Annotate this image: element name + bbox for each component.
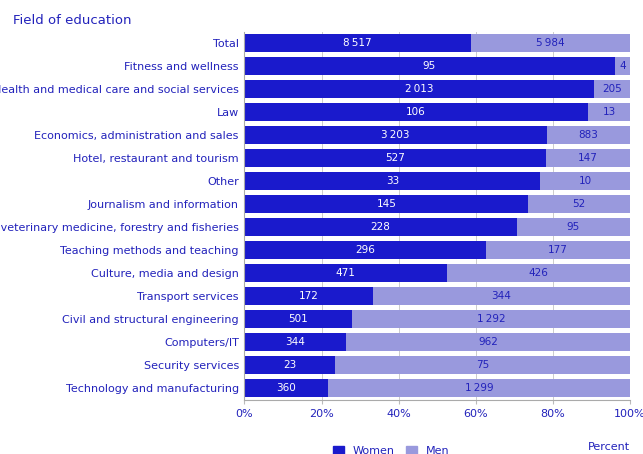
Text: 8 517: 8 517 <box>343 38 372 48</box>
Bar <box>244 287 373 305</box>
Text: 228: 228 <box>370 222 390 232</box>
Bar <box>346 333 630 351</box>
Text: 344: 344 <box>492 291 511 301</box>
Bar <box>244 241 485 259</box>
Bar <box>244 35 471 52</box>
Bar <box>485 241 630 259</box>
Text: 1 299: 1 299 <box>465 383 493 393</box>
Bar <box>244 57 615 75</box>
Text: 205: 205 <box>602 84 622 94</box>
Bar <box>328 379 630 397</box>
Text: 95: 95 <box>566 222 580 232</box>
Text: 501: 501 <box>288 314 308 324</box>
Bar <box>244 149 546 167</box>
Text: Percent: Percent <box>588 442 630 452</box>
Text: 106: 106 <box>406 107 426 117</box>
Text: 1 292: 1 292 <box>477 314 505 324</box>
Text: 33: 33 <box>386 176 399 186</box>
Bar <box>244 333 346 351</box>
Text: 883: 883 <box>579 130 599 140</box>
Bar <box>373 287 630 305</box>
Bar <box>595 80 630 98</box>
Text: 95: 95 <box>423 61 436 71</box>
Text: 145: 145 <box>376 199 396 209</box>
Text: 147: 147 <box>578 153 598 163</box>
Text: 172: 172 <box>299 291 318 301</box>
Text: 3 203: 3 203 <box>381 130 410 140</box>
Bar <box>244 103 588 121</box>
Bar <box>244 379 328 397</box>
Text: 527: 527 <box>385 153 405 163</box>
Bar <box>471 35 630 52</box>
Bar <box>244 172 540 190</box>
Text: 471: 471 <box>336 268 356 278</box>
Bar <box>588 103 630 121</box>
Text: 4: 4 <box>619 61 626 71</box>
Text: 426: 426 <box>529 268 548 278</box>
Text: 296: 296 <box>355 245 375 255</box>
Bar <box>547 126 630 144</box>
Bar <box>335 356 630 374</box>
Bar <box>244 264 447 282</box>
Bar <box>352 310 630 328</box>
Text: 2 013: 2 013 <box>405 84 433 94</box>
Bar <box>517 218 630 236</box>
Bar <box>244 195 529 213</box>
Bar <box>244 310 352 328</box>
Text: 177: 177 <box>548 245 568 255</box>
Text: 344: 344 <box>285 337 305 347</box>
Text: 75: 75 <box>476 360 489 370</box>
Bar <box>244 356 335 374</box>
Bar <box>615 57 630 75</box>
Text: 5 984: 5 984 <box>536 38 565 48</box>
Bar <box>546 149 630 167</box>
Text: 23: 23 <box>283 360 296 370</box>
Bar <box>540 172 630 190</box>
Bar <box>447 264 630 282</box>
Bar <box>244 126 547 144</box>
Legend: Women, Men: Women, Men <box>332 446 449 454</box>
Bar <box>244 80 595 98</box>
Bar <box>529 195 630 213</box>
Text: 13: 13 <box>602 107 616 117</box>
Text: 360: 360 <box>276 383 296 393</box>
Text: 10: 10 <box>579 176 592 186</box>
Text: 52: 52 <box>573 199 586 209</box>
Text: 962: 962 <box>478 337 498 347</box>
Text: Field of education: Field of education <box>13 14 131 27</box>
Bar <box>244 218 517 236</box>
